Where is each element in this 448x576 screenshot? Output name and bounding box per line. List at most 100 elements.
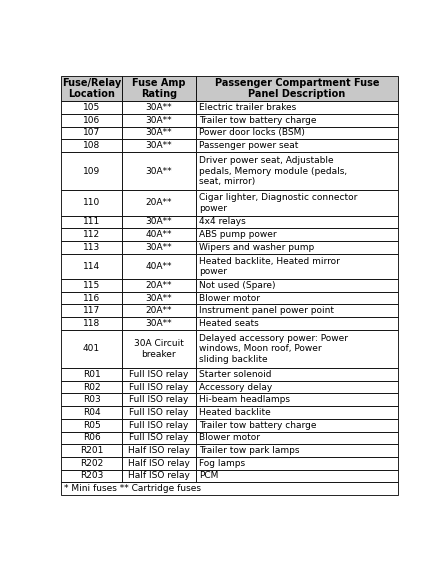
Text: Instrument panel power point: Instrument panel power point: [199, 306, 334, 315]
Text: Full ISO relay: Full ISO relay: [129, 395, 189, 404]
Bar: [61, 431, 122, 444]
Bar: [61, 469, 122, 482]
Bar: [196, 419, 398, 431]
Text: 30A**: 30A**: [146, 294, 172, 302]
Text: 105: 105: [83, 103, 100, 112]
Text: 30A**: 30A**: [146, 243, 172, 252]
Text: R201: R201: [80, 446, 103, 455]
Text: 20A**: 20A**: [146, 281, 172, 290]
Bar: [61, 330, 122, 368]
Text: Accessory delay: Accessory delay: [199, 382, 272, 392]
Text: Wipers and washer pump: Wipers and washer pump: [199, 243, 314, 252]
Bar: [122, 190, 196, 215]
Text: R06: R06: [82, 433, 100, 442]
Text: Trailer tow battery charge: Trailer tow battery charge: [199, 116, 317, 125]
Text: Half ISO relay: Half ISO relay: [128, 446, 190, 455]
Text: Heated backlite: Heated backlite: [199, 408, 271, 417]
Bar: [122, 127, 196, 139]
Bar: [61, 152, 122, 190]
Bar: [122, 228, 196, 241]
Text: R04: R04: [83, 408, 100, 417]
Bar: [61, 127, 122, 139]
Bar: [61, 393, 122, 406]
Bar: [196, 317, 398, 330]
Text: ABS pump power: ABS pump power: [199, 230, 277, 239]
Text: 115: 115: [83, 281, 100, 290]
Text: Electric trailer brakes: Electric trailer brakes: [199, 103, 296, 112]
Text: 30A Circuit
breaker: 30A Circuit breaker: [134, 339, 184, 359]
Bar: [122, 76, 196, 101]
Text: Fuse/Relay
Location: Fuse/Relay Location: [62, 78, 121, 99]
Text: 30A**: 30A**: [146, 128, 172, 138]
Bar: [122, 457, 196, 469]
Bar: [122, 431, 196, 444]
Text: 108: 108: [83, 141, 100, 150]
Text: Delayed accessory power: Power
windows, Moon roof, Power
sliding backlite: Delayed accessory power: Power windows, …: [199, 334, 348, 364]
Bar: [196, 139, 398, 152]
Text: Blower motor: Blower motor: [199, 433, 260, 442]
Bar: [196, 114, 398, 127]
Text: 20A**: 20A**: [146, 306, 172, 315]
Text: Blower motor: Blower motor: [199, 294, 260, 302]
Bar: [122, 419, 196, 431]
Text: 30A**: 30A**: [146, 319, 172, 328]
Bar: [122, 215, 196, 228]
Text: 109: 109: [83, 166, 100, 176]
Text: 30A**: 30A**: [146, 166, 172, 176]
Text: R203: R203: [80, 472, 103, 480]
Bar: [122, 292, 196, 305]
Text: Fog lamps: Fog lamps: [199, 458, 245, 468]
Bar: [122, 305, 196, 317]
Text: 118: 118: [83, 319, 100, 328]
Text: Fuse Amp
Rating: Fuse Amp Rating: [132, 78, 185, 99]
Text: 30A**: 30A**: [146, 141, 172, 150]
Text: 113: 113: [83, 243, 100, 252]
Bar: [196, 228, 398, 241]
Text: 30A**: 30A**: [146, 217, 172, 226]
Text: 117: 117: [83, 306, 100, 315]
Text: R01: R01: [82, 370, 100, 379]
Bar: [122, 114, 196, 127]
Bar: [61, 292, 122, 305]
Bar: [61, 317, 122, 330]
Text: 112: 112: [83, 230, 100, 239]
Bar: [61, 215, 122, 228]
Bar: [196, 444, 398, 457]
Bar: [196, 241, 398, 253]
Bar: [196, 330, 398, 368]
Bar: [122, 253, 196, 279]
Bar: [122, 393, 196, 406]
Bar: [61, 368, 122, 381]
Text: Driver power seat, Adjustable
pedals, Memory module (pedals,
seat, mirror): Driver power seat, Adjustable pedals, Me…: [199, 156, 347, 186]
Bar: [122, 152, 196, 190]
Bar: [196, 305, 398, 317]
Text: R03: R03: [82, 395, 100, 404]
Text: R02: R02: [83, 382, 100, 392]
Bar: [196, 215, 398, 228]
Bar: [196, 101, 398, 114]
Bar: [196, 368, 398, 381]
Text: 40A**: 40A**: [146, 262, 172, 271]
Bar: [196, 431, 398, 444]
Text: 40A**: 40A**: [146, 230, 172, 239]
Text: Half ISO relay: Half ISO relay: [128, 472, 190, 480]
Bar: [61, 190, 122, 215]
Text: * Mini fuses ** Cartridge fuses: * Mini fuses ** Cartridge fuses: [65, 484, 201, 493]
Bar: [196, 253, 398, 279]
Text: 4x4 relays: 4x4 relays: [199, 217, 246, 226]
Bar: [196, 406, 398, 419]
Bar: [122, 241, 196, 253]
Bar: [61, 381, 122, 393]
Bar: [196, 190, 398, 215]
Text: Passenger Compartment Fuse
Panel Description: Passenger Compartment Fuse Panel Descrip…: [215, 78, 379, 99]
Text: 111: 111: [83, 217, 100, 226]
Text: Trailer tow battery charge: Trailer tow battery charge: [199, 420, 317, 430]
Bar: [61, 279, 122, 292]
Text: Half ISO relay: Half ISO relay: [128, 458, 190, 468]
Bar: [196, 457, 398, 469]
Text: R202: R202: [80, 458, 103, 468]
Text: PCM: PCM: [199, 472, 218, 480]
Text: Passenger power seat: Passenger power seat: [199, 141, 298, 150]
Text: Cigar lighter, Diagnostic connector
power: Cigar lighter, Diagnostic connector powe…: [199, 193, 358, 213]
Bar: [61, 114, 122, 127]
